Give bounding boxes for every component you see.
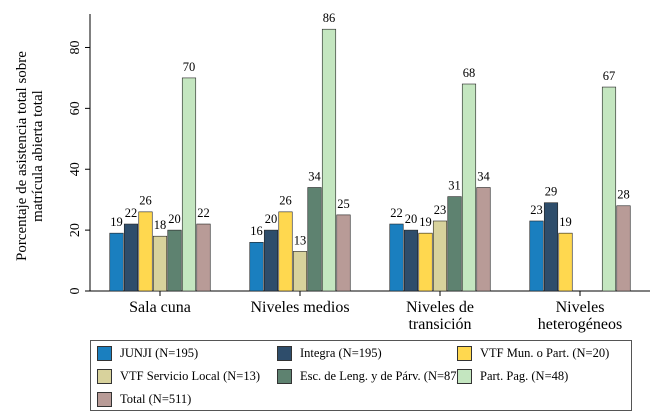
legend-swatch xyxy=(97,392,112,407)
bar xyxy=(558,232,573,292)
value-label: 67 xyxy=(603,69,616,83)
bar xyxy=(389,223,404,292)
legend-item: Esc. de Leng. y de Párv. (N=87) xyxy=(277,369,461,384)
legend-label: VTF Mun. o Part. (N=20) xyxy=(480,346,610,360)
value-label: 23 xyxy=(530,203,543,217)
value-label: 19 xyxy=(110,215,123,229)
value-label: 20 xyxy=(405,212,418,226)
y-tick-label: 20 xyxy=(68,223,83,237)
value-label: 34 xyxy=(308,169,321,183)
bar xyxy=(167,229,182,292)
value-label: 28 xyxy=(617,188,630,202)
legend-label: Total (N=511) xyxy=(120,392,192,406)
y-axis-label: Porcentaje de asistencia total sobre mat… xyxy=(14,51,46,261)
x-tick-label: Niveles medios xyxy=(250,299,350,316)
value-label: 34 xyxy=(477,169,490,183)
value-label: 22 xyxy=(125,206,138,220)
bar xyxy=(123,223,139,292)
legend-swatch xyxy=(97,369,112,384)
legend-label: Integra (N=195) xyxy=(300,346,382,360)
bar xyxy=(278,211,293,292)
legend-item: Part. Pag. (N=48) xyxy=(457,369,568,384)
bar xyxy=(418,232,433,292)
legend-label: Part. Pag. (N=48) xyxy=(480,369,569,383)
y-tick-label: 80 xyxy=(68,40,83,54)
x-tick-label: Niveles heterogéneos xyxy=(537,299,623,333)
value-label: 26 xyxy=(279,194,292,208)
legend-swatch xyxy=(277,346,292,361)
bar xyxy=(543,202,559,292)
legend-item: VTF Servicio Local (N=13) xyxy=(97,369,260,384)
bar xyxy=(529,220,544,292)
legend-swatch xyxy=(97,346,112,361)
value-label: 19 xyxy=(559,215,572,229)
value-label: 22 xyxy=(390,206,403,220)
x-tick-label: Sala cuna xyxy=(129,299,191,316)
value-label: 18 xyxy=(154,218,167,232)
bar xyxy=(616,205,631,292)
bar xyxy=(321,28,337,292)
bar xyxy=(336,214,351,292)
bar xyxy=(196,223,211,292)
bar xyxy=(152,235,168,292)
legend-label: VTF Servicio Local (N=13) xyxy=(120,369,261,383)
y-tick-label: 40 xyxy=(68,162,83,176)
bar xyxy=(138,211,153,292)
bar xyxy=(292,251,308,292)
bar xyxy=(601,86,617,292)
y-tick-label: 60 xyxy=(68,101,83,115)
bar xyxy=(307,187,322,292)
legend-item: JUNJI (N=195) xyxy=(97,346,198,361)
legend-item: Total (N=511) xyxy=(97,392,191,407)
x-tick-label: Niveles de transición xyxy=(406,299,474,333)
legend-swatch xyxy=(277,369,292,384)
value-label: 22 xyxy=(197,206,210,220)
value-label: 26 xyxy=(139,194,152,208)
y-tick-label: 0 xyxy=(68,288,83,295)
value-label: 31 xyxy=(448,179,461,193)
value-label: 25 xyxy=(337,197,350,211)
legend-swatch xyxy=(457,369,472,384)
bar xyxy=(249,241,264,292)
bar xyxy=(181,77,197,292)
bar xyxy=(109,232,124,292)
legend-item: VTF Mun. o Part. (N=20) xyxy=(457,346,609,361)
value-label: 20 xyxy=(168,212,181,226)
legend-swatch xyxy=(457,346,472,361)
bar xyxy=(476,187,491,292)
value-label: 16 xyxy=(250,224,263,238)
value-label: 20 xyxy=(265,212,278,226)
legend xyxy=(90,340,632,411)
legend-label: JUNJI (N=195) xyxy=(120,346,199,360)
value-label: 19 xyxy=(419,215,432,229)
value-label: 70 xyxy=(183,60,196,74)
value-label: 29 xyxy=(545,185,558,199)
value-label: 68 xyxy=(463,66,476,80)
bar xyxy=(461,83,477,292)
bar xyxy=(403,229,419,292)
bar xyxy=(447,196,462,292)
value-label: 86 xyxy=(323,11,336,25)
legend-label: Esc. de Leng. y de Párv. (N=87) xyxy=(300,369,461,383)
value-label: 23 xyxy=(434,203,447,217)
legend-item: Integra (N=195) xyxy=(277,346,382,361)
value-label: 13 xyxy=(294,233,307,247)
bar xyxy=(263,229,279,292)
bar xyxy=(432,220,448,292)
